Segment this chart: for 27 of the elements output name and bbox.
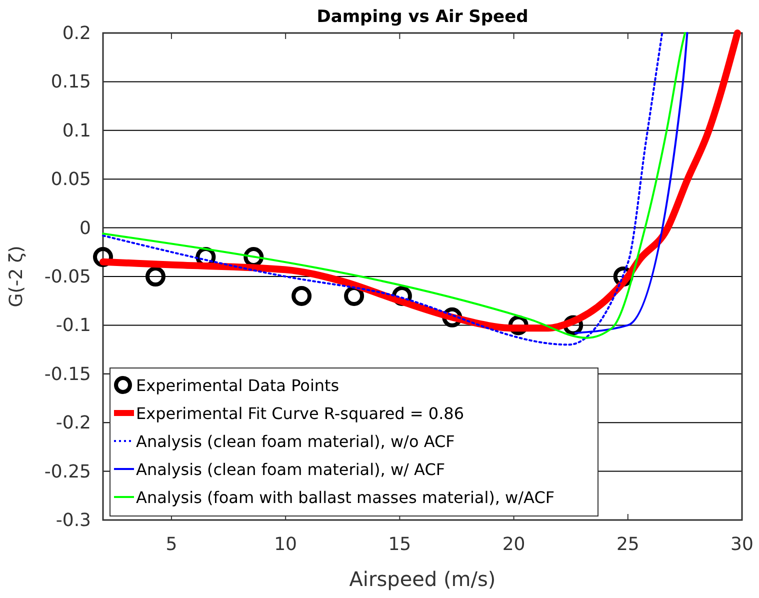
x-tick-label: 30 [730,534,754,555]
x-tick-label: 10 [274,534,298,555]
x-tick-label: 20 [502,534,526,555]
y-tick-label: -0.3 [56,510,91,531]
point [145,266,166,286]
y-tick-label: -0.2 [56,412,91,434]
y-tick-label: -0.25 [44,461,91,482]
x-axis-title: Airspeed (m/s) [349,567,496,591]
x-tick-label: 5 [166,534,178,555]
y-tick-label: 0.15 [50,72,91,93]
legend-label: Experimental Fit Curve R-squared = 0.86 [136,404,464,423]
y-tick-label: -0.05 [44,266,91,288]
x-tick-label: 25 [616,534,640,555]
legend-label: Analysis (clean foam material), w/o ACF [136,432,455,451]
legend-label: Experimental Data Points [136,376,340,395]
y-tick-label: 0.1 [62,120,91,142]
x-tick-label: 15 [388,534,412,555]
chart-title: Damping vs Air Speed [316,7,528,27]
y-tick-label: 0.2 [62,23,91,44]
point [292,286,312,306]
y-axis-title: G(-2 ζ) [6,246,27,308]
legend-label: Analysis (clean foam material), w/ ACF [136,460,446,479]
y-tick-label: 0 [80,218,91,239]
y-tick-label: -0.1 [56,315,91,336]
legend-label: Analysis (foam with ballast masses material), w/ACF [136,488,555,507]
y-tick-label: 0.05 [50,169,91,190]
y-tick-label: -0.15 [44,364,91,385]
